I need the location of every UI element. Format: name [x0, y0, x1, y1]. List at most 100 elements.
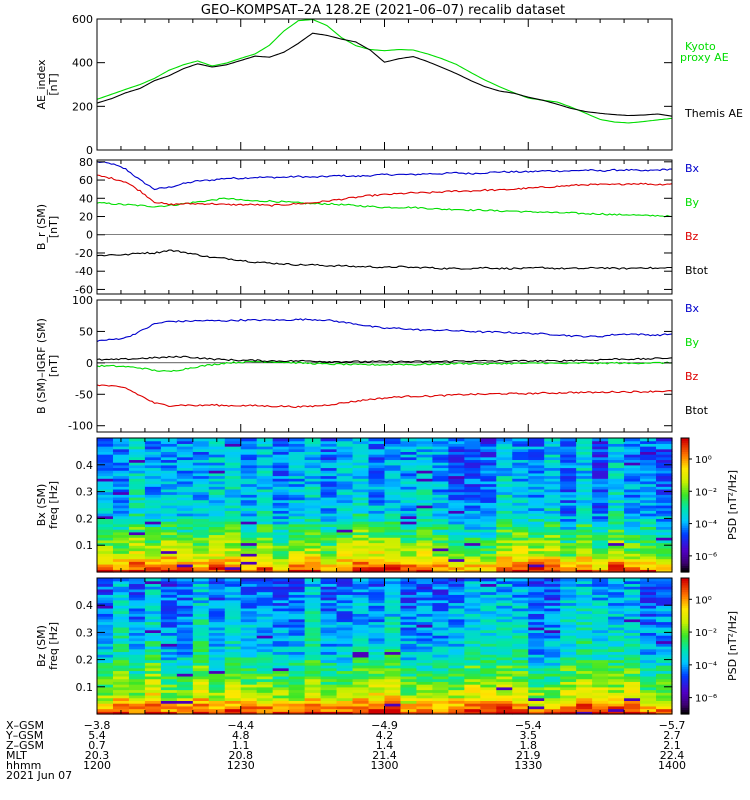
- y-tick-label: 0.3: [76, 626, 94, 639]
- spectrogram-cell: [352, 446, 370, 450]
- spectrogram-cell: [640, 494, 657, 498]
- spectrogram-cell: [288, 616, 306, 620]
- spectrogram-cell: [608, 643, 625, 647]
- spectrogram-cell: [256, 591, 274, 595]
- spectrogram-cell: [576, 478, 593, 482]
- spectrogram-cell: [512, 705, 529, 710]
- spectrogram-cell: [448, 494, 465, 498]
- spectrogram-cell: [528, 708, 545, 712]
- spectrogram-cell: [560, 656, 577, 661]
- spectrogram-cell: [464, 616, 481, 620]
- spectrogram-cell: [512, 488, 529, 493]
- spectrogram-cell: [224, 451, 242, 455]
- spectrogram-cell: [624, 640, 641, 644]
- spectrogram-cell: [304, 558, 322, 562]
- spectrogram-cell: [304, 446, 322, 450]
- spectrogram-cell: [400, 491, 418, 495]
- spectrogram-cell: [144, 629, 162, 633]
- spectrogram-cell: [608, 624, 625, 628]
- spectrogram-cell: [640, 561, 657, 565]
- spectrogram-cell: [400, 555, 418, 560]
- spectrogram-cell: [336, 605, 354, 609]
- spectrogram-cell: [592, 510, 609, 514]
- spectrogram-cell: [656, 659, 673, 663]
- spectrogram-cell: [288, 510, 306, 514]
- spectrogram-cell: [176, 605, 194, 609]
- spectrogram-cell: [192, 605, 210, 609]
- spectrogram-cell: [640, 505, 657, 509]
- spectrogram-cell: [336, 578, 354, 582]
- spectrogram-cell: [336, 472, 354, 477]
- colorbar-segment: [681, 469, 689, 473]
- spectrogram-cell: [544, 659, 561, 663]
- spectrogram-cell: [544, 513, 561, 517]
- spectrogram-cell: [448, 635, 465, 639]
- spectrogram-cell: [288, 483, 306, 487]
- spectrogram-cell: [448, 523, 465, 528]
- spectrogram-cell: [480, 486, 497, 490]
- spectrogram-cell: [320, 599, 338, 604]
- spectrogram-cell: [272, 478, 290, 482]
- spectrogram-cell: [608, 583, 625, 587]
- spectrogram-cell: [112, 480, 130, 485]
- spectrogram-cell: [432, 507, 449, 511]
- spectrogram-cell: [608, 637, 625, 642]
- spectrogram-cell: [480, 467, 497, 471]
- spectrogram-cell: [112, 499, 130, 503]
- spectrogram-cell: [496, 640, 513, 644]
- spectrogram-cell: [560, 618, 577, 623]
- spectrogram-cell: [640, 697, 657, 701]
- spectrogram-cell: [608, 537, 625, 541]
- spectrogram-cell: [560, 440, 577, 444]
- spectrogram-cell: [560, 475, 577, 479]
- spectrogram-cell: [336, 558, 354, 562]
- spectrogram-cell: [576, 462, 593, 466]
- colorbar-segment: [681, 589, 689, 593]
- spectrogram-cell: [336, 454, 354, 458]
- spectrogram-cell: [320, 656, 338, 661]
- spectrogram-cell: [256, 510, 274, 514]
- spectrogram-cell: [512, 656, 529, 661]
- spectrogram-cell: [176, 470, 194, 474]
- spectrogram-cell: [192, 566, 210, 570]
- spectrogram-cell: [320, 635, 338, 639]
- spectrogram-cell: [160, 654, 178, 658]
- spectrogram-cell: [608, 443, 625, 447]
- spectrogram-cell: [240, 629, 258, 633]
- spectrogram-cell: [448, 602, 465, 606]
- spectrogram-cell: [560, 569, 577, 573]
- spectrogram-cell: [544, 518, 561, 522]
- spectrogram-cell: [336, 440, 354, 444]
- spectrogram-cell: [352, 456, 370, 461]
- spectrogram-cell: [528, 588, 545, 593]
- spectrogram-cell: [528, 605, 545, 609]
- spectrogram-cell: [448, 558, 465, 562]
- spectrogram-cell: [512, 491, 529, 495]
- spectrogram-cell: [592, 480, 609, 485]
- spectrogram-cell: [576, 703, 593, 707]
- spectrogram-cell: [416, 705, 434, 710]
- spectrogram-cell: [656, 618, 673, 623]
- spectrogram-cell: [624, 656, 641, 661]
- spectrogram-cell: [432, 640, 449, 644]
- spectrogram-cell: [336, 555, 354, 560]
- spectrogram-cell: [464, 563, 481, 568]
- spectrogram-cell: [384, 478, 402, 482]
- spectrogram-cell: [320, 566, 338, 570]
- spectrogram-cell: [432, 586, 449, 590]
- spectrogram-cell: [288, 486, 306, 490]
- spectrogram-cell: [656, 665, 673, 669]
- spectrogram-cell: [128, 586, 146, 590]
- spectrogram-cell: [560, 438, 577, 442]
- spectrogram-cell: [656, 597, 673, 601]
- spectrogram-cell: [128, 547, 146, 552]
- spectrogram-cell: [256, 531, 274, 536]
- colorbar-segment: [681, 634, 689, 638]
- spectrogram-cell: [368, 667, 386, 672]
- spectrogram-cell: [240, 523, 258, 528]
- spectrogram-cell: [560, 561, 577, 565]
- spectrogram-cell: [656, 550, 673, 554]
- spectrogram-cell: [560, 678, 577, 682]
- spectrogram-cell: [464, 464, 481, 469]
- spectrogram-cell: [336, 616, 354, 620]
